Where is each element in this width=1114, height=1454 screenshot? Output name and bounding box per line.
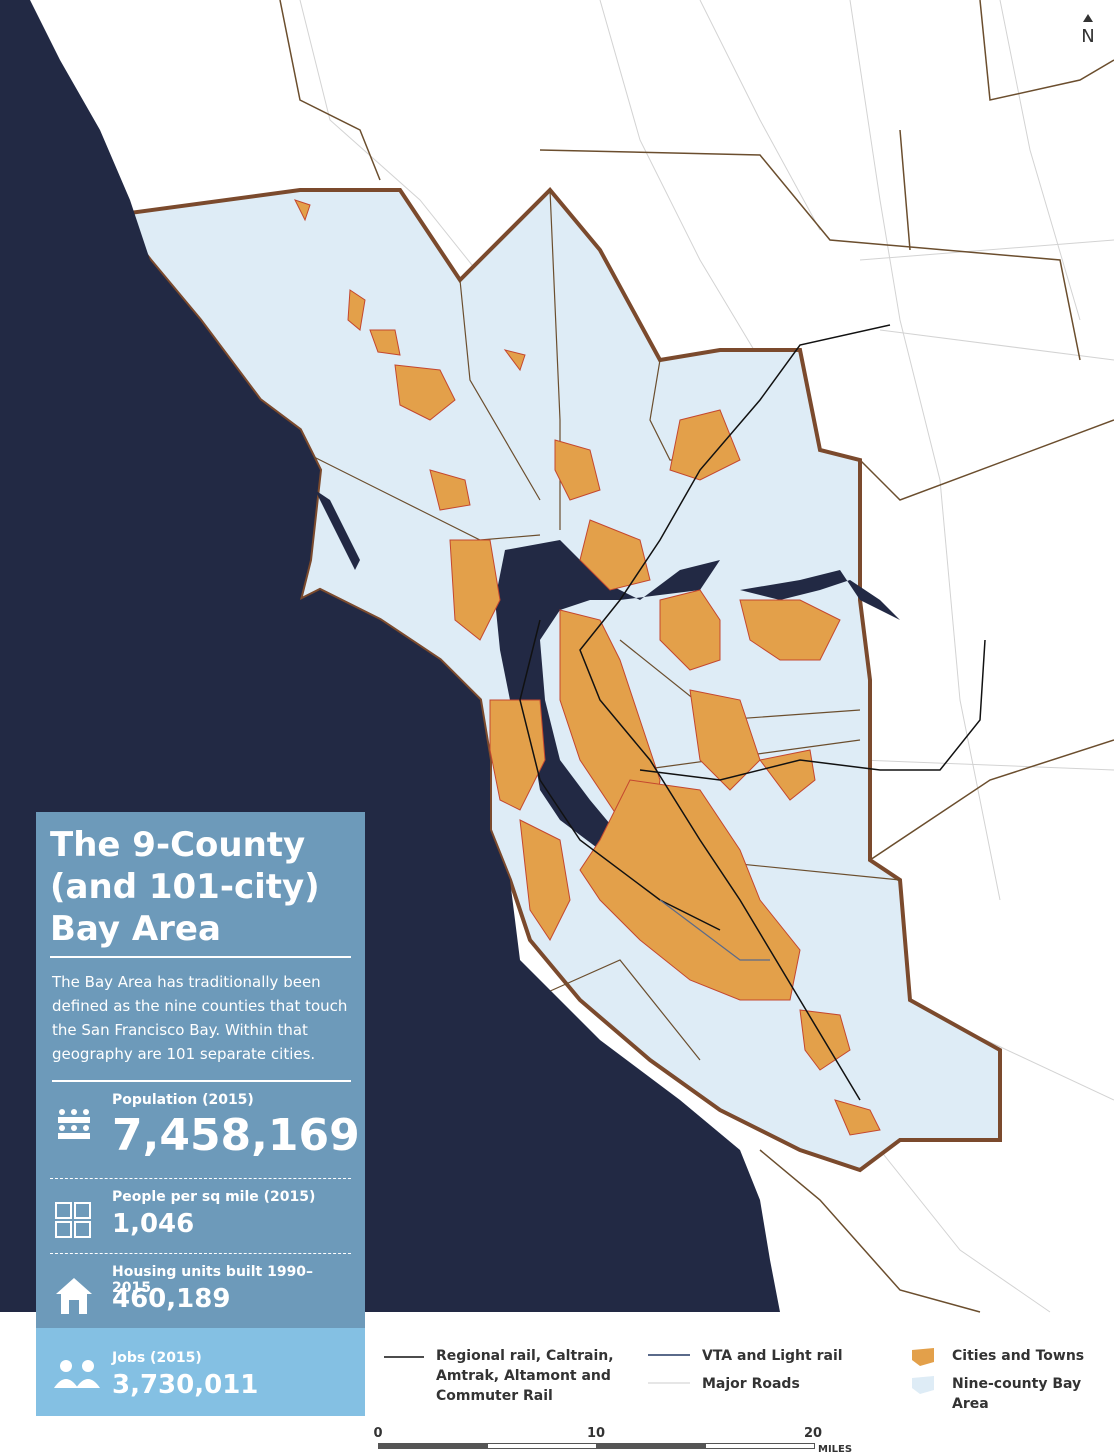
stat-value: 1,046 [112,1209,195,1239]
scale-unit: MILES [818,1444,852,1454]
tomales-bay [315,490,360,570]
regional-rail [639,639,986,781]
regional-rail [519,619,721,931]
population-icon [58,1109,90,1139]
north-arrow [1083,14,1093,22]
stat: Jobs (2015) 3,730,011 [36,1328,365,1416]
county-lines [279,0,1114,1313]
stat-label: Population (2015) [112,1092,254,1108]
stat-label: Jobs (2015) [112,1350,202,1366]
housing-icon [56,1278,92,1314]
scale-tick-label: 10 [587,1426,605,1441]
scale-bar-segment [706,1444,814,1448]
jobs-icon [54,1360,100,1388]
stat-value: 7,458,169 [112,1110,360,1161]
stat-value: 460,189 [112,1284,231,1314]
legend-label: VTA and Light rail [702,1348,843,1364]
legend-label: Major Roads [702,1376,800,1392]
cities [294,199,881,1136]
scale-tick-label: 20 [804,1426,822,1441]
legend-label: Nine-county Bay Area [952,1376,1082,1412]
north-label: N [1081,26,1094,47]
info-panel: The 9-County (and 101-city) Bay Area The… [36,812,365,1416]
stat: Housing units built 1990–2015 460,189 [50,1254,351,1328]
legend-cities-symbol [912,1348,934,1366]
scale-bar-segment [488,1444,596,1448]
panel-title: The 9-County (and 101-city) Bay Area [50,812,351,958]
stat-label: Housing units built 1990–2015 [112,1264,314,1296]
title-line: The 9-County [50,825,306,865]
legend-label: Regional rail, Caltrain, Amtrak, Altamon… [436,1348,614,1404]
legend-label: Cities and Towns [952,1348,1085,1364]
scale-bar [378,1443,815,1449]
legend-region-symbol [912,1376,934,1394]
scale-tick-label: 0 [373,1426,382,1441]
title-line: Bay Area [50,909,221,949]
bay-water [495,540,720,890]
stat-value: 3,730,011 [112,1370,259,1400]
stat: Population (2015) 7,458,169 [50,1082,360,1179]
title-line: (and 101-city) [50,867,320,907]
delta-water [740,570,900,620]
stat: People per sq mile (2015) 1,046 [50,1179,351,1254]
density-icon [55,1202,91,1238]
roads [299,0,1114,1313]
panel-description: The Bay Area has traditionally been defi… [52,970,351,1082]
regional-rail [579,324,891,1101]
light-rail [659,899,770,961]
stat-label: People per sq mile (2015) [112,1189,316,1205]
